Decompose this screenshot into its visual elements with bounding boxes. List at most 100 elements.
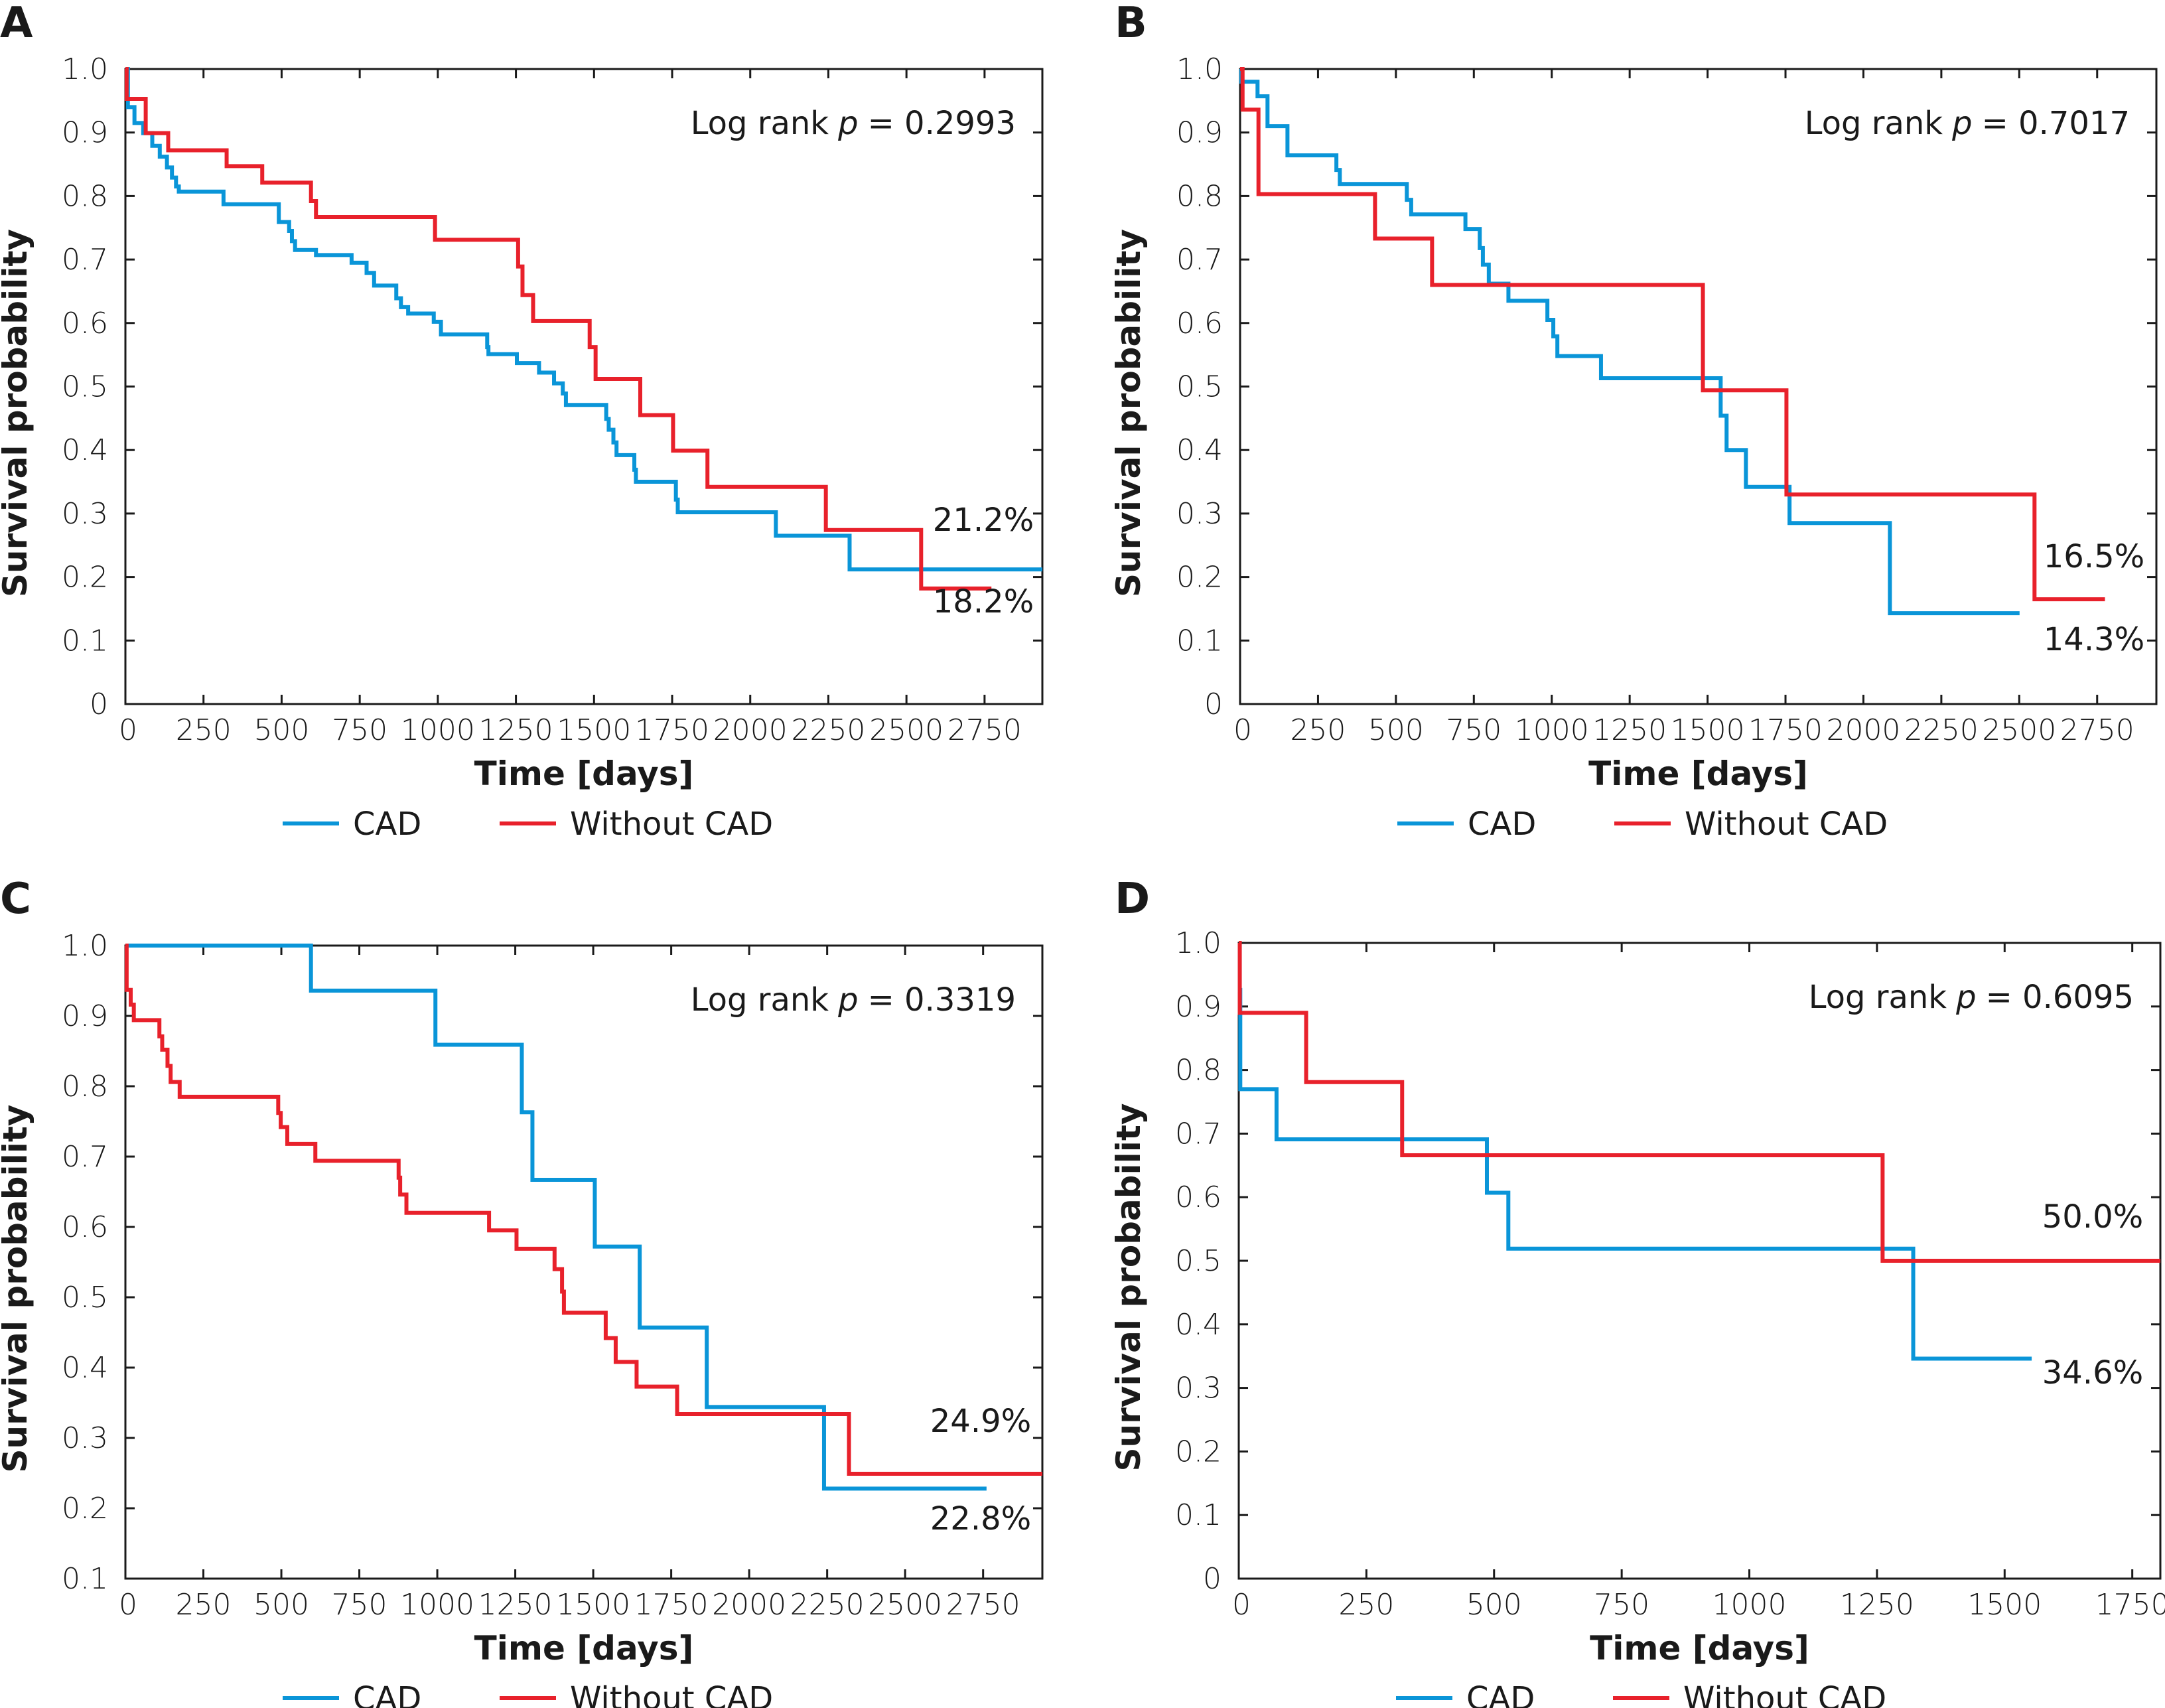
stat-symbol: p (1951, 105, 1972, 142)
x-tick-label: 2750 (946, 1588, 1020, 1622)
x-tick-label: 250 (176, 1588, 232, 1622)
legend-label-cad: CAD (1466, 1680, 1535, 1708)
series-line-cad (1239, 67, 2020, 616)
y-tick-label: 0 (90, 687, 108, 721)
y-tick-label: 0.4 (1176, 433, 1223, 467)
y-axis-title: Survival probability (0, 229, 35, 597)
legend: CAD Without CAD (1396, 1680, 1886, 1708)
y-tick-label: 0.7 (1175, 1117, 1222, 1151)
panel-letter: D (1115, 875, 1150, 924)
x-tick-label: 2750 (2060, 713, 2134, 747)
x-tick-label: 2000 (1826, 713, 1900, 747)
y-tick-label: 0 (1203, 1562, 1222, 1596)
panel-letter: C (0, 875, 31, 924)
y-tick-label: 0.5 (62, 370, 108, 404)
end-label-lower: 34.6% (2042, 1354, 2143, 1391)
panel-c: C 0.1 0.2 0.3 0.4 0.5 0.6 0.7 0.8 0.9 1.0 0 250 500 75… (0, 875, 1044, 1708)
x-tick-label: 500 (253, 713, 309, 747)
y-tick-label: 0.7 (1176, 243, 1223, 277)
x-tick-label: 2500 (869, 713, 943, 747)
y-tick-label: 0.1 (1176, 624, 1223, 658)
x-tick-label: 2000 (712, 1588, 786, 1622)
x-tick-label: 0 (1233, 713, 1252, 747)
x-tick-label: 2750 (947, 713, 1022, 747)
y-tick-label: 0.7 (62, 1140, 108, 1174)
x-tick-label: 1750 (2095, 1588, 2165, 1622)
log-rank-annotation: Log rank p = 0.7017 (1805, 105, 2130, 142)
p-value: = 0.6095 (1986, 979, 2134, 1016)
x-tick-label: 1000 (1712, 1588, 1787, 1622)
x-tick-label: 750 (332, 1588, 387, 1622)
x-tick-label: 1750 (635, 713, 709, 747)
y-tick-label: 0.1 (62, 1562, 108, 1596)
plot-frame (1239, 68, 2158, 705)
y-tick-label: 1.0 (62, 929, 108, 963)
p-value: = 0.7017 (1982, 105, 2130, 142)
x-tick-label: 2250 (1904, 713, 1979, 747)
series-line-without-cad (1237, 941, 2160, 1263)
stat-label: Log rank (691, 105, 829, 142)
x-tick-label: 250 (1290, 713, 1346, 747)
panel-d: D 0 0.1 0.2 0.3 0.4 0.5 0.6 0.7 0.8 0.9 1.0 0 250 500 7… (1109, 875, 2165, 1708)
legend-label-cad: CAD (353, 806, 421, 843)
x-axis-title: Time [days] (474, 1629, 694, 1668)
x-tick-label: 2250 (790, 1588, 865, 1622)
y-tick-label: 0.7 (62, 243, 108, 277)
panel-letter: A (0, 0, 33, 48)
x-axis-title: Time [days] (1590, 1629, 1809, 1668)
y-tick-label: 0.8 (62, 179, 108, 213)
panel-letter: B (1115, 0, 1147, 48)
end-label-upper: 24.9% (930, 1403, 1031, 1440)
end-label-upper: 16.5% (2044, 538, 2144, 575)
panel-a: A 0 0.1 0.2 0.3 0.4 0.5 0.6 0.7 0.8 0.9 1.0 0 250 500 7… (0, 0, 1044, 843)
x-tick-label: 750 (1446, 713, 1502, 747)
y-tick-label: 0.5 (1175, 1244, 1222, 1278)
series-line-cad (125, 944, 987, 1491)
y-tick-label: 0.3 (1175, 1372, 1222, 1405)
x-tick-label: 1000 (400, 1588, 474, 1622)
series-line-cad (125, 67, 1042, 572)
legend-label-without-cad: Without CAD (1685, 806, 1888, 843)
y-tick-label: 0.2 (62, 1492, 108, 1526)
end-label-lower: 14.3% (2044, 621, 2144, 658)
x-tick-label: 2250 (791, 713, 865, 747)
x-tick-label: 2000 (713, 713, 788, 747)
end-label-lower: 22.8% (930, 1500, 1031, 1537)
y-tick-label: 0.9 (62, 999, 108, 1033)
x-axis-title: Time [days] (474, 754, 694, 793)
p-value: = 0.3319 (868, 981, 1016, 1019)
x-tick-label: 750 (332, 713, 387, 747)
end-label-upper: 21.2% (933, 502, 1034, 539)
end-label-upper: 50.0% (2042, 1198, 2143, 1236)
y-tick-label: 0.6 (62, 1210, 108, 1244)
stat-symbol: p (837, 981, 858, 1019)
y-tick-label: 0.6 (62, 307, 108, 340)
y-tick-label: 0.3 (62, 1421, 108, 1455)
x-tick-label: 1250 (1840, 1588, 1914, 1622)
x-tick-label: 1250 (478, 1588, 553, 1622)
x-tick-label: 2500 (1982, 713, 2056, 747)
log-rank-annotation: Log rank p = 0.3319 (691, 981, 1016, 1019)
y-tick-label: 0.5 (62, 1281, 108, 1315)
legend: CAD Without CAD (283, 1680, 773, 1708)
x-tick-label: 1000 (1515, 713, 1589, 747)
x-axis-title: Time [days] (1588, 754, 1808, 793)
legend-label-cad: CAD (1468, 806, 1536, 843)
x-tick-label: 0 (119, 1588, 137, 1622)
stat-label: Log rank (691, 981, 829, 1019)
x-tick-label: 0 (119, 713, 137, 747)
x-tick-label: 500 (1466, 1588, 1522, 1622)
y-axis-title: Survival probability (0, 1105, 35, 1473)
legend: CAD Without CAD (1397, 806, 1888, 843)
x-tick-label: 0 (1232, 1588, 1251, 1622)
x-tick-label: 250 (1338, 1588, 1394, 1622)
y-tick-label: 0.1 (62, 624, 108, 658)
panel-b: B 0 0.1 0.2 0.3 0.4 0.5 0.6 0.7 0.8 0.9 1.0 0 250 500 7… (1109, 0, 2158, 843)
y-tick-label: 1.0 (62, 52, 108, 86)
x-tick-label: 1000 (401, 713, 475, 747)
y-tick-label: 0.3 (62, 497, 108, 531)
x-tick-label: 750 (1594, 1588, 1649, 1622)
y-tick-label: 0.4 (1175, 1308, 1222, 1342)
y-tick-label: 1.0 (1176, 52, 1223, 86)
stat-symbol: p (1955, 979, 1976, 1016)
